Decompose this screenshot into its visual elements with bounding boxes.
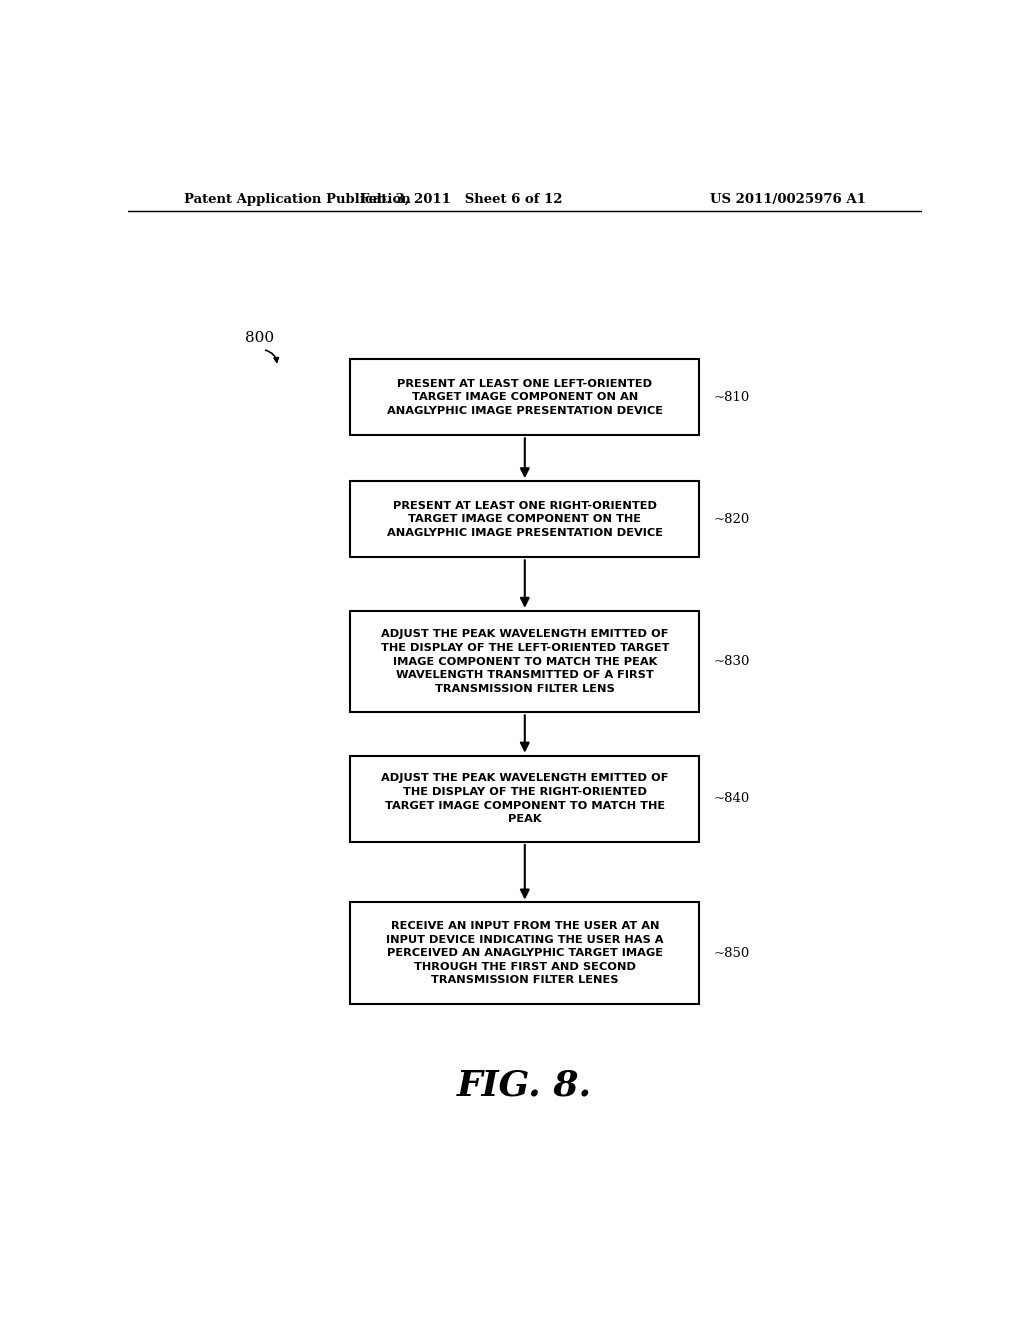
Text: PRESENT AT LEAST ONE LEFT-ORIENTED
TARGET IMAGE COMPONENT ON AN
ANAGLYPHIC IMAGE: PRESENT AT LEAST ONE LEFT-ORIENTED TARGE… bbox=[387, 379, 663, 416]
Text: Patent Application Publication: Patent Application Publication bbox=[183, 193, 411, 206]
Text: ADJUST THE PEAK WAVELENGTH EMITTED OF
THE DISPLAY OF THE RIGHT-ORIENTED
TARGET I: ADJUST THE PEAK WAVELENGTH EMITTED OF TH… bbox=[381, 774, 669, 824]
Text: ~850: ~850 bbox=[714, 946, 750, 960]
Text: ADJUST THE PEAK WAVELENGTH EMITTED OF
THE DISPLAY OF THE LEFT-ORIENTED TARGET
IM: ADJUST THE PEAK WAVELENGTH EMITTED OF TH… bbox=[381, 630, 669, 694]
Text: ~840: ~840 bbox=[714, 792, 750, 805]
FancyBboxPatch shape bbox=[350, 480, 699, 557]
Text: US 2011/0025976 A1: US 2011/0025976 A1 bbox=[711, 193, 866, 206]
Text: ~820: ~820 bbox=[714, 512, 750, 525]
Text: FIG. 8.: FIG. 8. bbox=[458, 1068, 592, 1102]
Text: ~810: ~810 bbox=[714, 391, 750, 404]
FancyBboxPatch shape bbox=[350, 611, 699, 713]
Text: PRESENT AT LEAST ONE RIGHT-ORIENTED
TARGET IMAGE COMPONENT ON THE
ANAGLYPHIC IMA: PRESENT AT LEAST ONE RIGHT-ORIENTED TARG… bbox=[387, 500, 663, 537]
Text: 800: 800 bbox=[246, 331, 274, 346]
FancyBboxPatch shape bbox=[350, 359, 699, 436]
Text: Feb. 3, 2011   Sheet 6 of 12: Feb. 3, 2011 Sheet 6 of 12 bbox=[360, 193, 562, 206]
FancyBboxPatch shape bbox=[350, 903, 699, 1005]
FancyBboxPatch shape bbox=[350, 755, 699, 842]
Text: ~830: ~830 bbox=[714, 655, 750, 668]
Text: RECEIVE AN INPUT FROM THE USER AT AN
INPUT DEVICE INDICATING THE USER HAS A
PERC: RECEIVE AN INPUT FROM THE USER AT AN INP… bbox=[386, 921, 664, 986]
